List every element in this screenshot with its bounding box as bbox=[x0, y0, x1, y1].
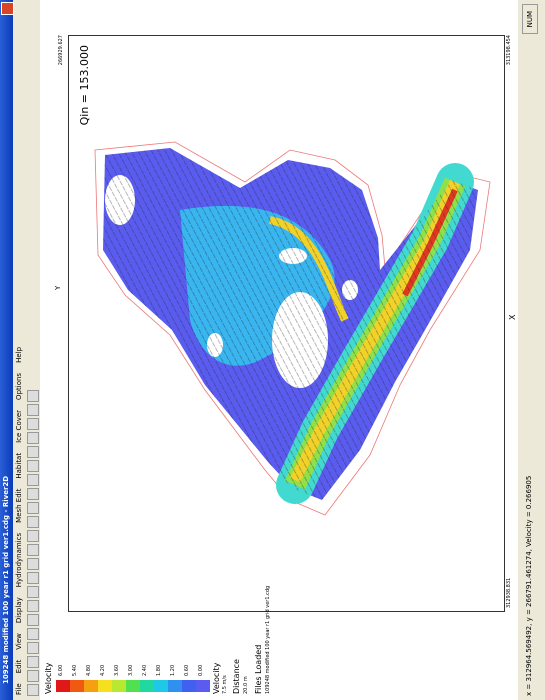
tool-button[interactable] bbox=[27, 572, 39, 584]
tool-button[interactable] bbox=[27, 432, 39, 444]
menu-item[interactable]: File bbox=[15, 683, 23, 695]
vector-title: Velocity bbox=[212, 663, 221, 694]
y-axis-label: Y bbox=[54, 286, 62, 290]
distance-scale: 20.0 m bbox=[243, 676, 249, 694]
legend: Velocity 6.00 5.40 4.80 4.20 3.60 3.00 2.40 1.8… bbox=[44, 614, 344, 694]
menu-item[interactable]: Display bbox=[15, 597, 23, 623]
tool-button[interactable] bbox=[27, 446, 39, 458]
legend-label: 4.80 bbox=[86, 665, 92, 676]
tool-button[interactable] bbox=[27, 502, 39, 514]
window-title: 109248 modified 100 year r1 grid ver1.cd… bbox=[2, 476, 10, 684]
legend-label: 4.20 bbox=[100, 665, 106, 676]
legend-swatch bbox=[70, 680, 84, 692]
menu-item[interactable]: Help bbox=[15, 347, 23, 363]
tool-button[interactable] bbox=[27, 474, 39, 486]
legend-title: Velocity bbox=[44, 663, 53, 694]
tool-button[interactable] bbox=[27, 614, 39, 626]
tool-button[interactable] bbox=[27, 404, 39, 416]
tool-button[interactable] bbox=[27, 656, 39, 668]
files-title: Files Loaded bbox=[254, 645, 263, 694]
corner-label: 312938.831 bbox=[506, 578, 512, 608]
menu-item[interactable]: Ice Cover bbox=[15, 410, 23, 443]
menu-item[interactable]: Hydrodynamics bbox=[15, 533, 23, 587]
legend-label: 5.40 bbox=[72, 665, 78, 676]
legend-swatch bbox=[182, 680, 196, 692]
tool-button[interactable] bbox=[27, 600, 39, 612]
discharge-label: Qin = 153.000 bbox=[78, 45, 91, 125]
legend-swatch bbox=[98, 680, 112, 692]
file-name: 109248 modified 100 year r1 grid ver1.cd… bbox=[265, 586, 271, 694]
plot-frame bbox=[68, 35, 505, 612]
distance-title: Distance bbox=[232, 659, 241, 694]
status-text: x = 312964.569492, y = 266791.461274, Ve… bbox=[525, 476, 533, 696]
legend-label: 2.40 bbox=[142, 665, 148, 676]
window: 109248 modified 100 year r1 grid ver1.cd… bbox=[0, 0, 545, 700]
menu-bar: File Edit View Display Hydrodynamics Mesh Edi… bbox=[13, 0, 25, 700]
vector-scale: 7.5 m/s bbox=[222, 675, 228, 694]
legend-label: 1.20 bbox=[170, 665, 176, 676]
tool-button[interactable] bbox=[27, 586, 39, 598]
tool-button[interactable] bbox=[27, 390, 39, 402]
menu-item[interactable]: Edit bbox=[15, 660, 23, 674]
menu-item[interactable]: Habitat bbox=[15, 453, 23, 479]
legend-swatch bbox=[196, 680, 210, 692]
legend-swatch bbox=[154, 680, 168, 692]
menu-item[interactable]: Mesh Edit bbox=[15, 489, 23, 523]
legend-label: 0.00 bbox=[198, 665, 204, 676]
tool-button[interactable] bbox=[27, 488, 39, 500]
title-bar: 109248 modified 100 year r1 grid ver1.cd… bbox=[0, 0, 13, 700]
status-indicator: NUM bbox=[522, 4, 538, 34]
tool-button[interactable] bbox=[27, 418, 39, 430]
legend-label: 6.00 bbox=[58, 665, 64, 676]
legend-swatch bbox=[56, 680, 70, 692]
legend-label: 3.00 bbox=[128, 665, 134, 676]
menu-item[interactable]: View bbox=[15, 633, 23, 650]
tool-button[interactable] bbox=[27, 460, 39, 472]
tool-button[interactable] bbox=[27, 684, 39, 696]
toolbar bbox=[25, 0, 41, 700]
tool-button[interactable] bbox=[27, 628, 39, 640]
tool-button[interactable] bbox=[27, 642, 39, 654]
tool-button[interactable] bbox=[27, 530, 39, 542]
legend-swatch bbox=[112, 680, 126, 692]
legend-swatch bbox=[126, 680, 140, 692]
page: 109248 modified 100 year r1 grid ver1.cd… bbox=[0, 0, 545, 700]
corner-label: 266929.627 bbox=[58, 35, 64, 65]
x-axis-label: X bbox=[508, 315, 517, 320]
legend-swatch bbox=[84, 680, 98, 692]
tool-button[interactable] bbox=[27, 516, 39, 528]
corner-label: 313198.454 bbox=[506, 35, 512, 65]
status-bar: x = 312964.569492, y = 266791.461274, Ve… bbox=[518, 0, 545, 700]
tool-button[interactable] bbox=[27, 558, 39, 570]
legend-label: 0.60 bbox=[184, 665, 190, 676]
tool-button[interactable] bbox=[27, 670, 39, 682]
tool-button[interactable] bbox=[27, 544, 39, 556]
legend-label: 3.60 bbox=[114, 665, 120, 676]
legend-label: 1.80 bbox=[156, 665, 162, 676]
legend-swatch bbox=[140, 680, 154, 692]
menu-item[interactable]: Options bbox=[15, 373, 23, 400]
legend-swatch bbox=[168, 680, 182, 692]
